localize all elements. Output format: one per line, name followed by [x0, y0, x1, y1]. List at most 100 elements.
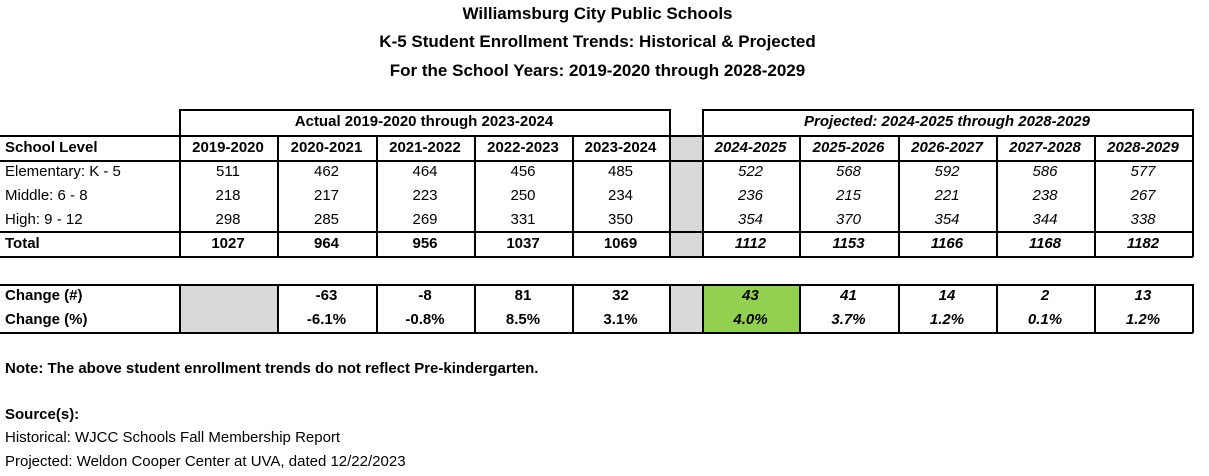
rule — [179, 284, 181, 333]
rule — [0, 256, 1193, 258]
column-header: 2028-2029 — [1107, 139, 1179, 156]
column-header: 2021-2022 — [389, 139, 461, 156]
rule — [1094, 135, 1096, 257]
cell: 344 — [1032, 211, 1058, 228]
row-label: High: 9 - 12 — [5, 211, 83, 228]
cell: 41 — [840, 287, 857, 304]
cell: 217 — [313, 187, 340, 204]
title: Williamsburg City Public Schools — [462, 4, 733, 23]
cell: 285 — [313, 211, 340, 228]
cell: 218 — [215, 187, 241, 204]
rule — [0, 284, 1193, 286]
group-header: Actual 2019-2020 through 2023-2024 — [294, 113, 554, 130]
title: For the School Years: 2019-2020 through … — [389, 61, 806, 80]
column-header: 2019-2020 — [192, 139, 264, 156]
cell: 3.1% — [603, 311, 638, 328]
cell: 1.2% — [929, 311, 965, 328]
rule — [996, 284, 998, 333]
cell: 331 — [510, 211, 536, 228]
cell: 338 — [1130, 211, 1156, 228]
cell: 464 — [412, 163, 438, 180]
column-header: 2024-2025 — [714, 139, 787, 156]
title: K-5 Student Enrollment Trends: Historica… — [379, 32, 816, 51]
cell: -8 — [418, 287, 432, 304]
cell: 1027 — [211, 235, 245, 252]
rule — [898, 135, 900, 257]
row-label: Change (#) — [5, 287, 83, 304]
cell: 238 — [1032, 187, 1058, 204]
cell: 4.0% — [733, 311, 768, 328]
rule — [898, 284, 900, 333]
cell: 354 — [934, 211, 960, 228]
cell: 0.1% — [1027, 311, 1063, 328]
rule — [1192, 284, 1194, 333]
cell: 370 — [835, 211, 862, 228]
cell: 1166 — [930, 235, 964, 252]
column-header: 2026-2027 — [911, 139, 983, 156]
shade — [702, 284, 799, 332]
cell: 267 — [1130, 187, 1156, 204]
cell: 586 — [1032, 163, 1058, 180]
cell: 354 — [737, 211, 764, 228]
cell: 956 — [412, 235, 438, 252]
cell: 511 — [216, 163, 240, 180]
cell: 8.5% — [505, 311, 541, 328]
column-header: 2025-2026 — [812, 139, 885, 156]
cell: 43 — [742, 287, 759, 304]
cell: 250 — [510, 187, 536, 204]
row-label: Change (%) — [5, 311, 88, 328]
cell: 269 — [412, 211, 438, 228]
rule — [179, 109, 670, 111]
rule — [0, 332, 1193, 334]
rule — [376, 135, 378, 257]
row-label: Elementary: K - 5 — [5, 163, 121, 180]
cell: 522 — [737, 163, 764, 180]
rule — [669, 284, 671, 333]
cell: 1112 — [734, 235, 767, 252]
cell: 577 — [1130, 163, 1156, 180]
rule — [572, 135, 574, 257]
rule — [572, 284, 574, 333]
rule — [376, 284, 378, 333]
column-header: 2027-2028 — [1009, 139, 1081, 156]
cell: -63 — [315, 287, 338, 304]
rule — [702, 109, 704, 257]
cell: 350 — [607, 211, 634, 228]
row-label: Middle: 6 - 8 — [5, 187, 88, 204]
cell: 3.7% — [831, 311, 866, 328]
rule — [799, 135, 801, 257]
rule — [0, 160, 1193, 162]
cell: 81 — [514, 287, 532, 304]
cell: 592 — [934, 163, 960, 180]
rule — [0, 135, 1193, 137]
note: Note: The above student enrollment trend… — [5, 360, 539, 377]
cell: 234 — [607, 187, 634, 204]
column-header: 2023-2024 — [584, 139, 657, 156]
cell: 298 — [215, 211, 241, 228]
cell: 223 — [412, 187, 438, 204]
rule — [702, 284, 704, 333]
rule — [179, 109, 181, 257]
group-header: Projected: 2024-2025 through 2028-2029 — [804, 113, 1090, 130]
column-header: 2020-2021 — [290, 139, 363, 156]
cell: 1037 — [506, 235, 540, 252]
cell: -6.1% — [306, 311, 347, 328]
column-header: School Level — [5, 139, 98, 156]
row-label: Total — [5, 235, 40, 252]
rule — [277, 135, 279, 257]
shade — [179, 284, 277, 332]
rule — [799, 284, 801, 333]
rule — [474, 135, 476, 257]
cell: 236 — [737, 187, 764, 204]
rule — [474, 284, 476, 333]
shade — [669, 284, 702, 332]
cell: 13 — [1134, 287, 1152, 304]
cell: -0.8% — [405, 311, 445, 328]
rule — [277, 284, 279, 333]
rule — [1192, 109, 1194, 257]
cell: 485 — [607, 163, 634, 180]
cell: 1182 — [1126, 235, 1160, 252]
cell: 1153 — [832, 235, 865, 252]
cell: 462 — [313, 163, 340, 180]
